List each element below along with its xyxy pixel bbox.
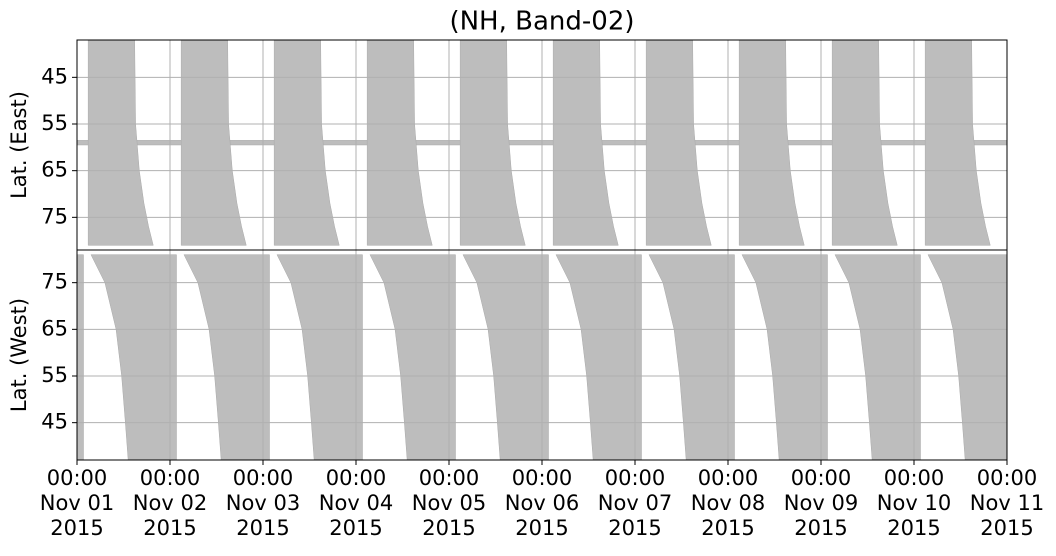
coverage-region xyxy=(459,40,526,246)
coverage-region xyxy=(552,40,619,246)
coverage-region xyxy=(183,254,270,460)
y-axis-label: Lat. (West) xyxy=(7,298,31,412)
coverage-region xyxy=(77,254,84,460)
coverage-region xyxy=(276,254,363,460)
panel-frame xyxy=(76,249,1008,461)
x-tick-label: 00:00 Nov 11 2015 xyxy=(969,466,1045,540)
x-tick-label: 00:00 Nov 07 2015 xyxy=(597,466,673,540)
x-tick-label: 00:00 Nov 06 2015 xyxy=(504,466,580,540)
y-tick-label: 55 xyxy=(41,111,68,135)
x-tick-label: 00:00 Nov 02 2015 xyxy=(132,466,208,540)
x-tick-label: 00:00 Nov 03 2015 xyxy=(225,466,301,540)
coverage-region xyxy=(273,40,340,246)
y-tick-label: 65 xyxy=(41,316,68,340)
coverage-region xyxy=(462,254,549,460)
coverage-region xyxy=(90,254,177,460)
x-tick-label: 00:00 Nov 10 2015 xyxy=(876,466,952,540)
coverage-region xyxy=(87,40,154,246)
chart-title: (NH, Band-02) xyxy=(449,7,634,37)
coverage-region xyxy=(738,40,805,246)
x-tick-label: 00:00 Nov 08 2015 xyxy=(690,466,766,540)
coverage-region xyxy=(831,40,898,246)
y-tick-label: 65 xyxy=(41,158,68,182)
coverage-region xyxy=(366,40,433,246)
y-tick-label: 45 xyxy=(41,410,68,434)
coverage-region xyxy=(645,40,712,246)
coverage-region xyxy=(741,254,828,460)
plot-area xyxy=(77,250,1007,460)
coverage-region xyxy=(180,40,247,246)
x-tick-label: 00:00 Nov 09 2015 xyxy=(783,466,859,540)
y-tick-label: 75 xyxy=(41,270,68,294)
coverage-region xyxy=(555,254,642,460)
coverage-region xyxy=(927,254,1007,460)
coverage-region xyxy=(648,254,735,460)
y-tick-label: 55 xyxy=(41,363,68,387)
y-tick-label: 75 xyxy=(41,204,68,228)
x-tick-label: 00:00 Nov 05 2015 xyxy=(411,466,487,540)
y-tick-label: 45 xyxy=(41,64,68,88)
x-tick-label: 00:00 Nov 04 2015 xyxy=(318,466,394,540)
coverage-region xyxy=(834,254,921,460)
coverage-region xyxy=(924,40,991,246)
plot-area xyxy=(77,40,1007,250)
y-axis-label: Lat. (East) xyxy=(7,91,31,199)
x-tick-label: 00:00 Nov 01 2015 xyxy=(39,466,115,540)
coverage-region xyxy=(369,254,456,460)
